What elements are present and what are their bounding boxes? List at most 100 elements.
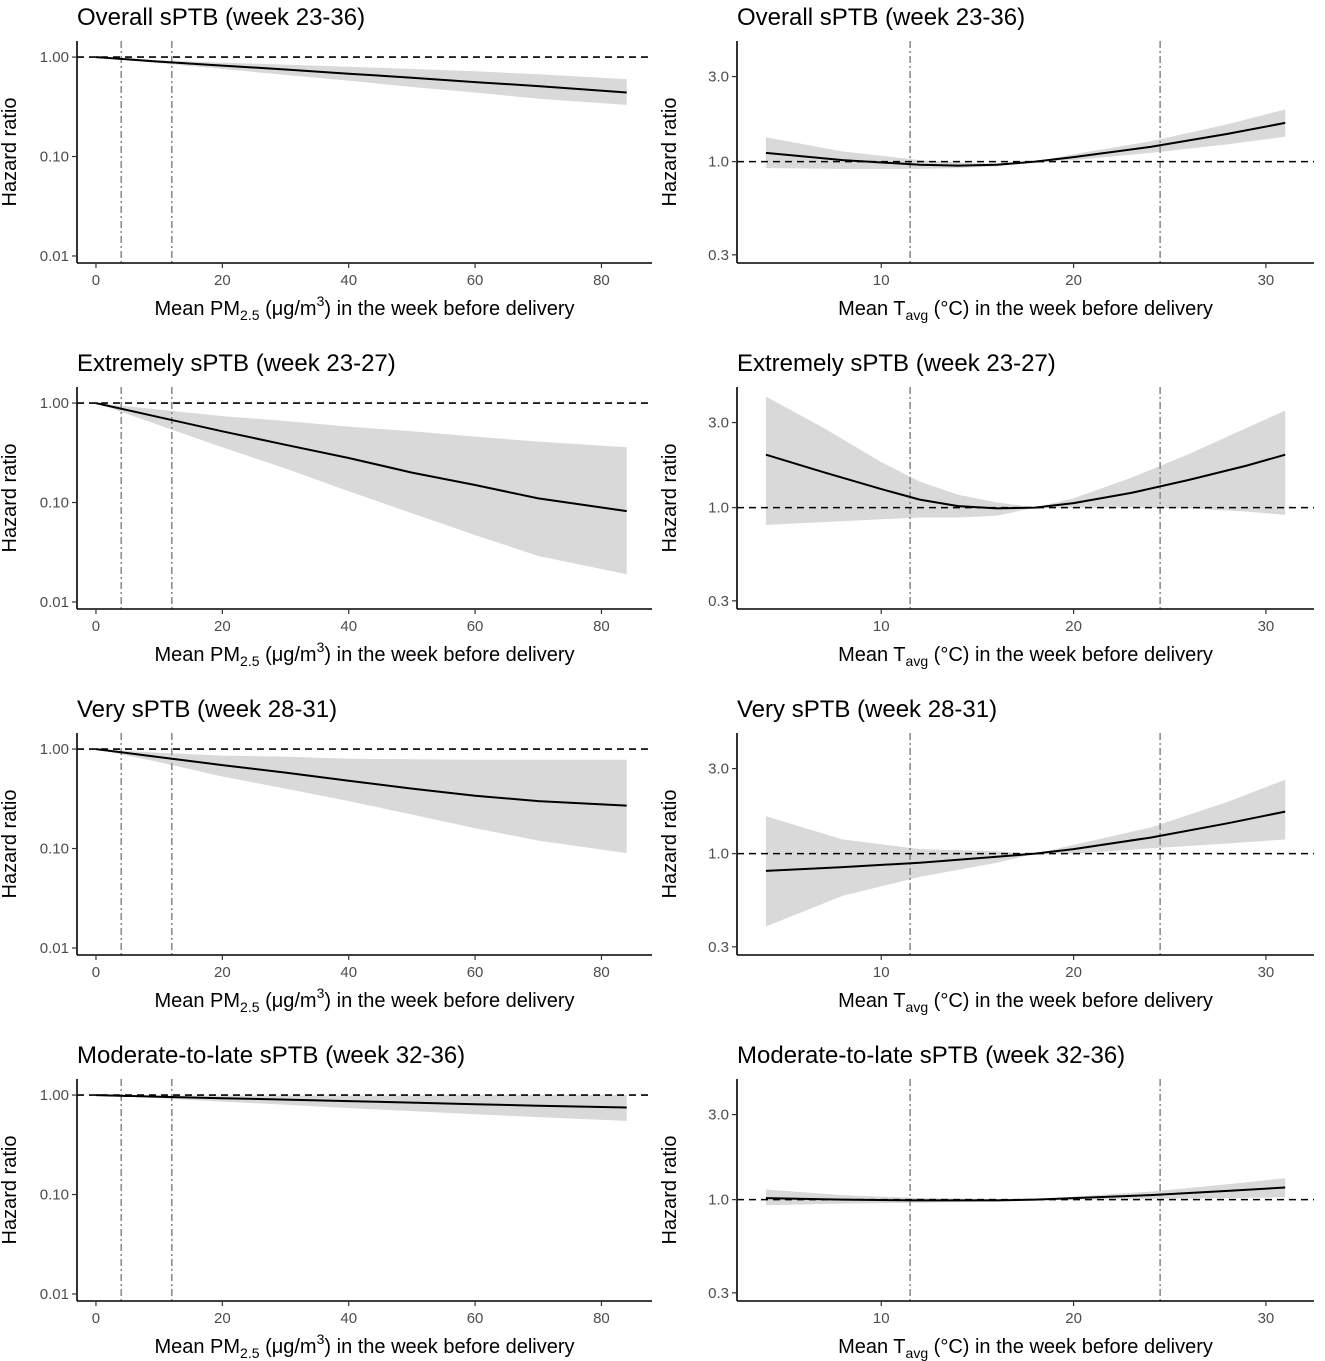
x-tick-label: 0 — [92, 1310, 100, 1327]
estimate-line — [95, 1094, 627, 1109]
x-label-subscript: avg — [906, 999, 929, 1015]
y-tick-label: 0.10 — [40, 1187, 69, 1204]
x-label-end: ) in the week before delivery — [324, 298, 574, 320]
x-axis-label: Mean Tavg (°C) in the week before delive… — [838, 1336, 1213, 1361]
estimate-line — [95, 402, 627, 513]
x-label-superscript: 3 — [317, 639, 325, 655]
y-tick-label: 1.0 — [708, 1192, 729, 1209]
x-label-middle: (°C) in the week before delivery — [928, 298, 1213, 320]
x-tick-label: 20 — [214, 618, 231, 635]
x-label-subscript: 2.5 — [240, 307, 260, 323]
y-tick-label: 1.00 — [40, 1087, 69, 1104]
x-axis-label: Mean PM2.5 (μg/m3) in the week before de… — [154, 985, 574, 1015]
x-label-middle: (μg/m — [260, 298, 317, 320]
x-axis-label: Mean Tavg (°C) in the week before delive… — [838, 644, 1213, 669]
panel-1: Overall sPTB (week 23-36) 0 20 40 60 80 1.00 0.… — [0, 4, 652, 323]
x-tick-label: 60 — [467, 618, 484, 635]
y-tick-label: 3.0 — [708, 1107, 729, 1124]
x-label-middle: (°C) in the week before delivery — [928, 990, 1213, 1012]
panel-title: Moderate-to-late sPTB (week 32-36) — [77, 1042, 465, 1069]
x-tick-label: 20 — [1065, 272, 1082, 289]
y-tick-label: 0.10 — [40, 149, 69, 166]
estimate-line — [765, 121, 1286, 167]
y-axis-label: Hazard ratio — [659, 444, 681, 553]
x-label-main: Mean T — [838, 1336, 905, 1358]
x-label-superscript: 3 — [317, 985, 325, 1001]
x-tick-label: 20 — [214, 272, 231, 289]
y-axis-label: Hazard ratio — [0, 98, 21, 207]
confidence-band — [765, 109, 1286, 169]
x-tick-label: 0 — [92, 618, 100, 635]
panel-title: Overall sPTB (week 23-36) — [77, 4, 365, 31]
x-label-middle: (μg/m — [260, 1336, 317, 1358]
estimate-line — [765, 1186, 1286, 1202]
x-axis-label: Mean Tavg (°C) in the week before delive… — [838, 990, 1213, 1015]
x-tick-label: 80 — [593, 964, 610, 981]
x-tick-label: 20 — [1065, 1310, 1082, 1327]
panel-8: Moderate-to-late sPTB (week 32-36) 10 20 30… — [659, 1042, 1314, 1361]
estimate-line — [765, 453, 1286, 510]
y-tick-label: 3.0 — [708, 69, 729, 86]
x-label-subscript: 2.5 — [240, 1345, 260, 1361]
x-tick-label: 20 — [214, 1310, 231, 1327]
x-label-main: Mean PM — [154, 990, 240, 1012]
estimate-line — [95, 748, 627, 807]
x-label-subscript: avg — [906, 307, 929, 323]
x-tick-label: 30 — [1258, 1310, 1275, 1327]
y-axis-label: Hazard ratio — [659, 790, 681, 899]
panel-title: Very sPTB (week 28-31) — [737, 696, 997, 723]
y-tick-label: 1.00 — [40, 741, 69, 758]
y-tick-label: 3.0 — [708, 415, 729, 432]
x-label-subscript: avg — [906, 1345, 929, 1361]
x-tick-label: 60 — [467, 1310, 484, 1327]
x-axis-label: Mean Tavg (°C) in the week before delive… — [838, 298, 1213, 323]
y-tick-label: 0.10 — [40, 495, 69, 512]
confidence-band — [96, 403, 627, 575]
x-tick-label: 60 — [467, 272, 484, 289]
x-label-end: ) in the week before delivery — [324, 1336, 574, 1358]
x-label-end: ) in the week before delivery — [324, 990, 574, 1012]
y-axis-label: Hazard ratio — [0, 1136, 21, 1245]
confidence-band — [765, 396, 1286, 525]
panel-title: Extremely sPTB (week 23-27) — [737, 350, 1056, 377]
x-label-middle: (μg/m — [260, 990, 317, 1012]
x-tick-label: 80 — [593, 272, 610, 289]
x-tick-label: 40 — [340, 618, 357, 635]
y-axis-label: Hazard ratio — [0, 790, 21, 899]
x-tick-label: 20 — [1065, 964, 1082, 981]
confidence-band — [96, 1095, 627, 1121]
y-axis-label: Hazard ratio — [659, 98, 681, 207]
x-label-middle: (μg/m — [260, 644, 317, 666]
panel-2: Overall sPTB (week 23-36) 10 20 30 3.0 1.0 0.3… — [659, 4, 1314, 323]
x-label-middle: (°C) in the week before delivery — [928, 644, 1213, 666]
confidence-band — [96, 57, 627, 105]
panel-title: Moderate-to-late sPTB (week 32-36) — [737, 1042, 1125, 1069]
x-axis-label: Mean PM2.5 (μg/m3) in the week before de… — [154, 1331, 574, 1361]
y-tick-label: 1.0 — [708, 500, 729, 517]
y-tick-label: 0.3 — [708, 593, 729, 610]
panel-title: Overall sPTB (week 23-36) — [737, 4, 1025, 31]
y-axis-label: Hazard ratio — [0, 444, 21, 553]
y-tick-label: 0.01 — [40, 248, 69, 265]
x-tick-label: 40 — [340, 964, 357, 981]
x-tick-label: 80 — [593, 1310, 610, 1327]
y-tick-label: 0.3 — [708, 1285, 729, 1302]
x-label-middle: (°C) in the week before delivery — [928, 1336, 1213, 1358]
confidence-band — [765, 1178, 1286, 1206]
panel-6: Very sPTB (week 28-31) 10 20 30 3.0 1.0 0.3 Haz… — [659, 696, 1314, 1015]
panel-3: Extremely sPTB (week 23-27) 0 20 40 60 80 1.00… — [0, 350, 652, 669]
estimate-line — [95, 56, 627, 94]
y-tick-label: 0.01 — [40, 1286, 69, 1303]
x-tick-label: 40 — [340, 272, 357, 289]
x-label-main: Mean PM — [154, 644, 240, 666]
x-tick-label: 80 — [593, 618, 610, 635]
panel-5: Very sPTB (week 28-31) 0 20 40 60 80 1.00 0.10 0… — [0, 696, 652, 1015]
confidence-band — [96, 749, 627, 854]
x-tick-label: 0 — [92, 964, 100, 981]
x-tick-label: 60 — [467, 964, 484, 981]
x-label-main: Mean PM — [154, 298, 240, 320]
panel-title: Extremely sPTB (week 23-27) — [77, 350, 396, 377]
x-label-main: Mean T — [838, 990, 905, 1012]
x-label-subscript: avg — [906, 653, 929, 669]
x-tick-label: 30 — [1258, 618, 1275, 635]
